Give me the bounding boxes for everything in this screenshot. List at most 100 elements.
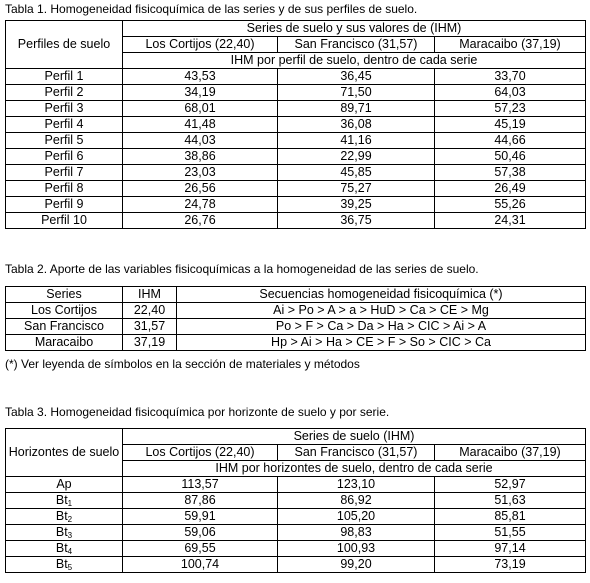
- table-row: Perfil 3 68,01 89,71 57,23: [5, 100, 586, 117]
- table2-header-ihm: IHM: [122, 286, 177, 303]
- ihm-value: 22,40: [122, 302, 177, 319]
- table-row: Bt5 100,74 99,20 73,19: [5, 556, 586, 573]
- horizon-label: Ap: [5, 476, 123, 493]
- table-cell: 64,03: [434, 84, 586, 101]
- horizon-subscript: 4: [67, 547, 73, 556]
- table3-col-header: San Francisco (31,57): [277, 444, 435, 461]
- table-cell: 57,23: [434, 100, 586, 117]
- row-label: Perfil 8: [5, 180, 123, 197]
- series-name: Maracaibo: [5, 334, 123, 351]
- table-cell: 68,01: [122, 100, 278, 117]
- table-cell: 98,83: [277, 524, 435, 541]
- table-cell: 50,46: [434, 148, 586, 165]
- table-cell: 36,45: [277, 68, 435, 85]
- table-row: Perfil 10 26,76 36,75 24,31: [5, 212, 586, 229]
- table1-col-header: Maracaibo (37,19): [434, 36, 586, 53]
- table3-col-header: Los Cortijos (22,40): [122, 444, 278, 461]
- horizon-name: Bt: [55, 541, 68, 556]
- row-label: Perfil 6: [5, 148, 123, 165]
- table-cell: 44,03: [122, 132, 278, 149]
- table-row: Bt2 59,91 105,20 85,81: [5, 508, 586, 525]
- table-row: Bt1 87,86 86,92 51,63: [5, 492, 586, 509]
- horizon-label: Bt3: [5, 524, 123, 541]
- table3-body: Ap 113,57 123,10 52,97 Bt1 87,86 86,92 51,63 Bt2…: [5, 476, 586, 573]
- row-label: Perfil 10: [5, 212, 123, 229]
- table1-subheader: IHM por perfil de suelo, dentro de cada …: [122, 52, 586, 69]
- horizon-subscript: 2: [67, 515, 73, 524]
- row-label: Perfil 7: [5, 164, 123, 181]
- table-cell: 39,25: [277, 196, 435, 213]
- table-cell: 45,19: [434, 116, 586, 133]
- table-cell: 113,57: [122, 476, 278, 493]
- table-cell: 87,86: [122, 492, 278, 509]
- table3-subheader: IHM por horizontes de suelo, dentro de c…: [122, 460, 586, 477]
- table2-header-sequence: Secuencias homogeneidad fisicoquímica (*…: [176, 286, 586, 303]
- table-cell: 85,81: [434, 508, 586, 525]
- table-cell: 97,14: [434, 540, 586, 557]
- table-cell: 57,38: [434, 164, 586, 181]
- table-cell: 105,20: [277, 508, 435, 525]
- horizon-name: Bt: [55, 509, 68, 524]
- table-row: Perfil 2 34,19 71,50 64,03: [5, 84, 586, 101]
- table-cell: 51,55: [434, 524, 586, 541]
- table-cell: 59,06: [122, 524, 278, 541]
- row-label: Perfil 2: [5, 84, 123, 101]
- table-cell: 22,99: [277, 148, 435, 165]
- table-row: Perfil 1 43,53 36,45 33,70: [5, 68, 586, 85]
- table-row: Maracaibo 37,19 Hp > Ai > Ha > CE > F > So…: [5, 334, 586, 351]
- table3-caption: Tabla 3. Homogeneidad fisicoquímica por …: [5, 405, 390, 419]
- horizon-name: Bt: [55, 493, 68, 508]
- table1-col-header: Los Cortijos (22,40): [122, 36, 278, 53]
- table-row: Perfil 4 41,48 36,08 45,19: [5, 116, 586, 133]
- table-row: Perfil 6 38,86 22,99 50,46: [5, 148, 586, 165]
- table-cell: 43,53: [122, 68, 278, 85]
- table-cell: 89,71: [277, 100, 435, 117]
- table-cell: 26,49: [434, 180, 586, 197]
- table-cell: 75,27: [277, 180, 435, 197]
- table-cell: 33,70: [434, 68, 586, 85]
- table3: Horizontes de suelo Series de suelo (IHM…: [5, 428, 586, 573]
- table-cell: 45,85: [277, 164, 435, 181]
- table-cell: 23,03: [122, 164, 278, 181]
- table1-row-header: Perfiles de suelo: [5, 20, 123, 69]
- table2-footnote: (*) Ver leyenda de símbolos en la secció…: [5, 357, 360, 371]
- table-cell: 73,19: [434, 556, 586, 573]
- row-label: Perfil 3: [5, 100, 123, 117]
- table-cell: 55,26: [434, 196, 586, 213]
- table-cell: 99,20: [277, 556, 435, 573]
- table-row: Perfil 9 24,78 39,25 55,26: [5, 196, 586, 213]
- table-cell: 41,16: [277, 132, 435, 149]
- horizon-label: Bt5: [5, 556, 123, 573]
- horizon-subscript: 5: [67, 563, 73, 572]
- horizon-subscript: 1: [67, 499, 73, 508]
- table-cell: 100,93: [277, 540, 435, 557]
- horizon-name: Ap: [56, 477, 72, 492]
- table1-group-header: Series de suelo y sus valores de (IHM): [122, 20, 586, 37]
- table-cell: 36,08: [277, 116, 435, 133]
- table-cell: 100,74: [122, 556, 278, 573]
- series-name: San Francisco: [5, 318, 123, 335]
- table-cell: 41,48: [122, 116, 278, 133]
- table1-col-header: San Francisco (31,57): [277, 36, 435, 53]
- table-cell: 34,19: [122, 84, 278, 101]
- table1-caption: Tabla 1. Homogeneidad fisicoquímica de l…: [5, 2, 418, 16]
- table-row: Perfil 5 44,03 41,16 44,66: [5, 132, 586, 149]
- horizon-label: Bt4: [5, 540, 123, 557]
- table-cell: 24,31: [434, 212, 586, 229]
- sequence-text: Po > F > Ca > Da > Ha > CIC > Ai > A: [176, 318, 586, 335]
- horizon-label: Bt2: [5, 508, 123, 525]
- sequence-text: Ai > Po > A > a > HuD > Ca > CE > Mg: [176, 302, 586, 319]
- table1: Perfiles de suelo Series de suelo y sus …: [5, 20, 586, 229]
- table-cell: 26,56: [122, 180, 278, 197]
- table-cell: 86,92: [277, 492, 435, 509]
- table-row: Bt3 59,06 98,83 51,55: [5, 524, 586, 541]
- sequence-text: Hp > Ai > Ha > CE > F > So > CIC > Ca: [176, 334, 586, 351]
- table3-row-header: Horizontes de suelo: [5, 428, 123, 477]
- table-cell: 44,66: [434, 132, 586, 149]
- horizon-name: Bt: [55, 525, 68, 540]
- table2-header-series: Series: [5, 286, 123, 303]
- horizon-subscript: 3: [67, 531, 73, 540]
- table-cell: 51,63: [434, 492, 586, 509]
- table-cell: 123,10: [277, 476, 435, 493]
